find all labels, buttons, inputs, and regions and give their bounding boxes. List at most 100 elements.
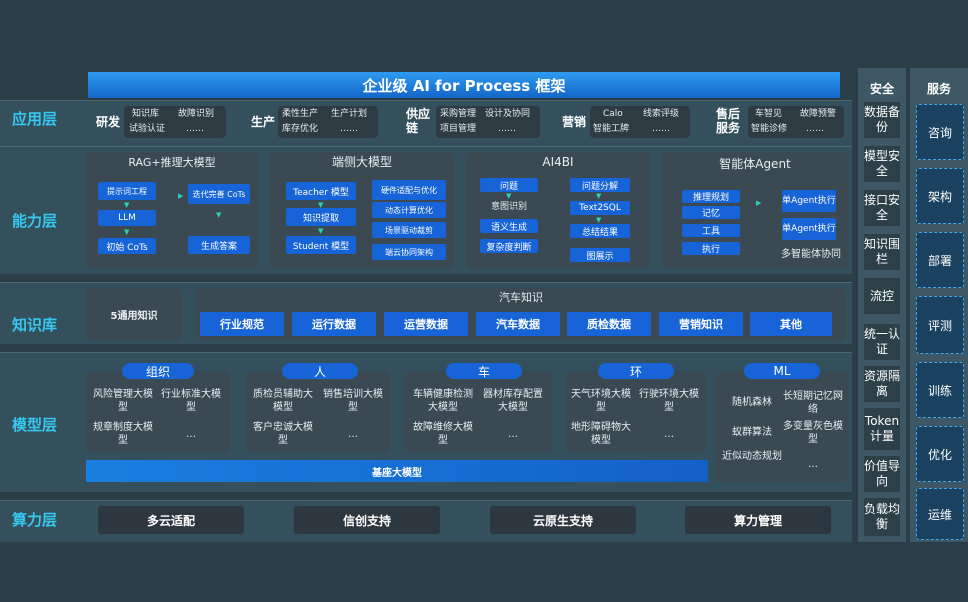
app-item: …… [652, 124, 670, 134]
app-group-box [124, 106, 226, 138]
app-group-box [590, 106, 690, 138]
security-item: Token计量 [864, 408, 900, 450]
arrow-down-icon: ▼ [596, 216, 602, 224]
ai4bi-step: 语义生成 [480, 219, 538, 233]
rag-step: 初始 CoTs [98, 238, 156, 254]
app-item: 设计及协同 [485, 109, 531, 119]
knowledge-item: 运行数据 [292, 312, 376, 336]
security-item: 负载均衡 [864, 498, 900, 536]
model-item: 地形障碍物大模型 [571, 422, 631, 446]
app-item: 故障识别 [178, 109, 215, 119]
security-item: 资源隔离 [864, 366, 900, 402]
model-item: 长短期记忆网络 [783, 391, 843, 415]
model-item: 器材库存配置大模型 [483, 389, 543, 413]
model-item: 天气环境大模型 [571, 389, 631, 413]
auto-knowledge-title: 汽车知识 [499, 291, 543, 304]
model-item: 销售培训大模型 [323, 389, 383, 413]
app-group-label: 供应链 [406, 107, 431, 135]
agent-step: 单Agent执行 [782, 218, 836, 240]
ai4bi-step: 复杂度判断 [480, 239, 538, 253]
service-item: 咨询 [916, 104, 964, 160]
ai4bi-step: Text2SQL [570, 201, 630, 215]
app-item: 库存优化 [282, 124, 319, 134]
general-knowledge: 5通用知识 [86, 288, 182, 340]
ai4bi-step: 问题分解 [570, 178, 630, 192]
app-item: 故障预警 [800, 109, 837, 119]
service-item: 优化 [916, 426, 964, 482]
agent-title: 智能体Agent [719, 157, 791, 171]
capability-layer-label: 能力层 [12, 212, 58, 230]
base-model-bar: 基座大模型 [86, 460, 708, 482]
security-item: 统一认证 [864, 324, 900, 360]
arrow-down-icon: ▼ [124, 201, 130, 209]
compute-item: 信创支持 [294, 506, 440, 534]
app-item: 车智见 [755, 109, 783, 119]
security-item: 模型安全 [864, 146, 900, 182]
security-item: 知识围栏 [864, 234, 900, 270]
app-group-label: 研发 [96, 115, 121, 129]
arrow-down-icon: ▼ [318, 227, 324, 235]
ai4bi-step: 问题 [480, 178, 538, 192]
edge-opt: 场景驱动裁剪 [372, 222, 446, 238]
agent-step: 推理规划 [682, 190, 740, 203]
app-item: 生产计划 [331, 109, 368, 119]
model-item: 随机森林 [732, 397, 772, 408]
model-item: … [508, 429, 518, 440]
service-item: 架构 [916, 168, 964, 224]
edge-opt: 硬件适配与优化 [372, 180, 446, 200]
app-item: 采购管理 [440, 109, 477, 119]
model-item: 质检员辅助大模型 [253, 389, 313, 413]
app-item: 智能诊修 [751, 124, 788, 134]
arrow-down-icon: ▼ [318, 201, 324, 209]
agent-step: 单Agent执行 [782, 190, 836, 212]
model-panel [86, 372, 230, 452]
model-layer-label: 模型层 [12, 416, 58, 434]
edge-step: 知识提取 [286, 208, 356, 226]
ai4bi-title: AI4BI [542, 155, 574, 169]
security-title: 安全 [869, 82, 894, 96]
arrow-down-icon: ▼ [124, 228, 130, 236]
arrow-right-icon: ▶ [756, 199, 762, 207]
model-item: … [664, 429, 674, 440]
model-item: 近似动态规划 [722, 451, 782, 462]
app-item: …… [186, 124, 204, 134]
rag-step: 生成答案 [188, 236, 250, 254]
model-item: … [348, 429, 358, 440]
service-item: 评测 [916, 296, 964, 354]
model-item: 车辆健康检测大模型 [413, 389, 473, 413]
edge-step: Teacher 模型 [286, 182, 356, 200]
model-panel [566, 372, 706, 452]
model-item: 行业标准大模型 [161, 389, 221, 413]
model-panel [246, 372, 390, 452]
edge-opt: 端云协同架构 [372, 244, 446, 260]
model-tag: 环 [598, 363, 674, 379]
rag-step: LLM [98, 210, 156, 226]
model-tag: ML [744, 363, 820, 379]
app-item: …… [340, 124, 358, 134]
app-item: …… [498, 124, 516, 134]
model-item: 风险管理大模型 [93, 389, 153, 413]
rag-step: 迭代完善 CoTs [188, 184, 250, 204]
compute-layer-label: 算力层 [12, 511, 58, 529]
model-item: … [808, 459, 818, 470]
model-item: 客户忠诚大模型 [253, 422, 313, 446]
app-group-label: 售后服务 [716, 107, 741, 135]
services-title: 服务 [926, 82, 951, 96]
app-item: …… [806, 124, 824, 134]
model-item: 故障维修大模型 [413, 422, 473, 446]
app-group-label: 营销 [562, 115, 587, 129]
knowledge-item: 质检数据 [567, 312, 651, 336]
rag-title: RAG+推理大模型 [128, 156, 216, 169]
app-item: 柔性生产 [282, 109, 319, 119]
ml-panel [716, 372, 848, 482]
agent-step: 执行 [682, 242, 740, 255]
rag-step: 提示词工程 [98, 182, 156, 200]
app-group-label: 生产 [251, 115, 276, 129]
knowledge-layer-label: 知识库 [12, 316, 58, 334]
framework-title: 企业级 AI for Process 框架 [88, 72, 840, 98]
edge-opt: 动态计算优化 [372, 202, 446, 218]
app-item: 线索评级 [643, 109, 680, 119]
arrow-down-icon: ▼ [596, 192, 602, 200]
edge-title: 端侧大模型 [331, 155, 392, 169]
security-item: 数据备份 [864, 102, 900, 138]
